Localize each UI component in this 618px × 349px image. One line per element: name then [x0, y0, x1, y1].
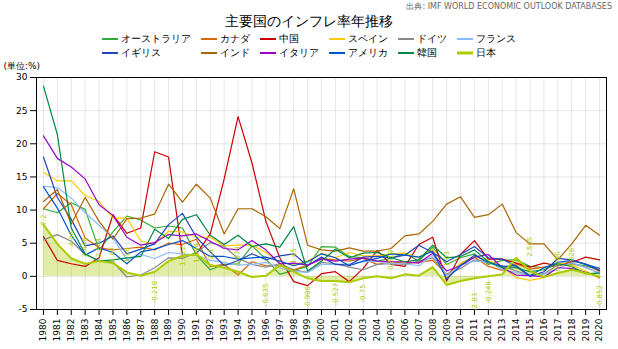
svg-text:1985: 1985 — [108, 319, 118, 342]
svg-text:2014: 2014 — [511, 318, 521, 341]
html-text:ドイツ: ドイツ — [417, 33, 447, 44]
html-text:韓国: 韓国 — [417, 47, 437, 58]
html-text:イタリア: イタリア — [279, 47, 319, 58]
html-text:インド: インド — [220, 47, 250, 58]
svg-text:2.1: 2.1 — [207, 248, 215, 259]
svg-text:1.03: 1.03 — [443, 251, 451, 267]
svg-text:2001: 2001 — [330, 319, 340, 342]
svg-text:-0.527: -0.527 — [332, 283, 340, 306]
html-text:スペイン: スペイン — [348, 33, 388, 44]
svg-text:20: 20 — [16, 139, 28, 149]
svg-text:0: 0 — [22, 271, 28, 281]
html-text:イギリス: イギリス — [121, 47, 161, 58]
svg-text:1997: 1997 — [275, 319, 285, 342]
svg-text:-0.248: -0.248 — [485, 281, 493, 304]
svg-text:2016: 2016 — [539, 318, 549, 341]
svg-text:15: 15 — [16, 172, 27, 182]
svg-text:2015: 2015 — [525, 319, 535, 342]
svg-text:1998: 1998 — [289, 318, 299, 341]
svg-text:2003: 2003 — [358, 319, 368, 342]
svg-text:-0.852: -0.852 — [596, 285, 604, 308]
svg-text:1996: 1996 — [261, 318, 271, 341]
svg-text:2017: 2017 — [553, 319, 563, 342]
svg-text:2018: 2018 — [567, 318, 577, 341]
svg-text:2009: 2009 — [442, 318, 452, 341]
svg-text:1982: 1982 — [66, 319, 76, 342]
svg-text:2013: 2013 — [497, 319, 507, 342]
svg-text:1.58: 1.58 — [123, 247, 131, 263]
svg-text:5: 5 — [22, 238, 28, 248]
svg-text:1995: 1995 — [247, 319, 257, 342]
svg-text:2020: 2020 — [594, 318, 604, 341]
svg-text:2000: 2000 — [316, 318, 326, 341]
svg-text:1992: 1992 — [205, 319, 215, 342]
svg-text:2005: 2005 — [386, 319, 396, 342]
svg-text:1.45: 1.45 — [290, 248, 298, 264]
svg-text:1.67: 1.67 — [109, 247, 117, 263]
svg-text:2.344: 2.344 — [95, 237, 103, 258]
svg-text:2007: 2007 — [414, 319, 424, 342]
html-text:オーストラリア: オーストラリア — [121, 33, 191, 44]
svg-text:1991: 1991 — [191, 319, 201, 342]
svg-text:1999: 1999 — [302, 318, 312, 341]
svg-text:30: 30 — [16, 72, 28, 82]
html-text:カナダ: カナダ — [220, 33, 250, 44]
html-text:アメリカ: アメリカ — [348, 47, 388, 58]
svg-text:4.06: 4.06 — [67, 230, 75, 246]
html-text:フランス: フランス — [476, 33, 516, 44]
svg-text:-2.03: -2.03 — [471, 293, 479, 311]
svg-text:1981: 1981 — [52, 319, 62, 342]
svg-text:2019: 2019 — [581, 318, 591, 341]
svg-text:2004: 2004 — [372, 318, 382, 341]
svg-text:1.073: 1.073 — [234, 246, 242, 266]
svg-text:1990: 1990 — [177, 318, 187, 341]
svg-text:1986: 1986 — [122, 318, 132, 341]
svg-text:1994: 1994 — [233, 318, 243, 341]
svg-text:-0.75: -0.75 — [359, 284, 367, 302]
html-text:中国: 中国 — [279, 33, 299, 44]
svg-text:1988: 1988 — [150, 318, 160, 341]
svg-text:1993: 1993 — [219, 319, 229, 342]
svg-text:0.828: 0.828 — [568, 248, 576, 268]
svg-text:2012: 2012 — [483, 319, 493, 342]
svg-text:0.286: 0.286 — [554, 251, 562, 272]
svg-text:7.2: 7.2 — [40, 214, 48, 225]
svg-text:1.122: 1.122 — [179, 246, 187, 266]
svg-text:2011: 2011 — [469, 319, 479, 342]
svg-text:(単位:%): (単位:%) — [4, 61, 41, 71]
svg-text:-0.635: -0.635 — [262, 284, 270, 307]
svg-text:1984: 1984 — [94, 318, 104, 341]
svg-text:2010: 2010 — [455, 318, 465, 341]
svg-text:-0.996: -0.996 — [304, 285, 312, 308]
svg-text:2.505: 2.505 — [526, 237, 534, 257]
svg-text:2002: 2002 — [344, 319, 354, 342]
svg-text:25: 25 — [16, 106, 27, 116]
html-text:出典: IMF WORLD ECONOMIC OUTLOOK: 出典: IMF WORLD ECONOMIC OUTLOOK DATABASES — [406, 2, 612, 11]
svg-text:1983: 1983 — [80, 319, 90, 342]
svg-text:-5: -5 — [19, 304, 28, 314]
svg-text:2008: 2008 — [428, 318, 438, 341]
svg-text:0.519: 0.519 — [387, 250, 395, 270]
svg-text:10: 10 — [16, 205, 28, 215]
svg-text:2.448: 2.448 — [81, 237, 89, 257]
svg-text:-0.218: -0.218 — [151, 281, 159, 304]
html-text:主要国のインフレ率年推移: 主要国のインフレ率年推移 — [225, 13, 393, 29]
svg-text:1.594: 1.594 — [193, 242, 201, 263]
svg-text:1987: 1987 — [136, 319, 146, 342]
svg-text:1989: 1989 — [163, 318, 173, 341]
html-text:日本: 日本 — [476, 47, 496, 58]
svg-text:2006: 2006 — [400, 318, 410, 341]
svg-text:1980: 1980 — [38, 318, 48, 341]
